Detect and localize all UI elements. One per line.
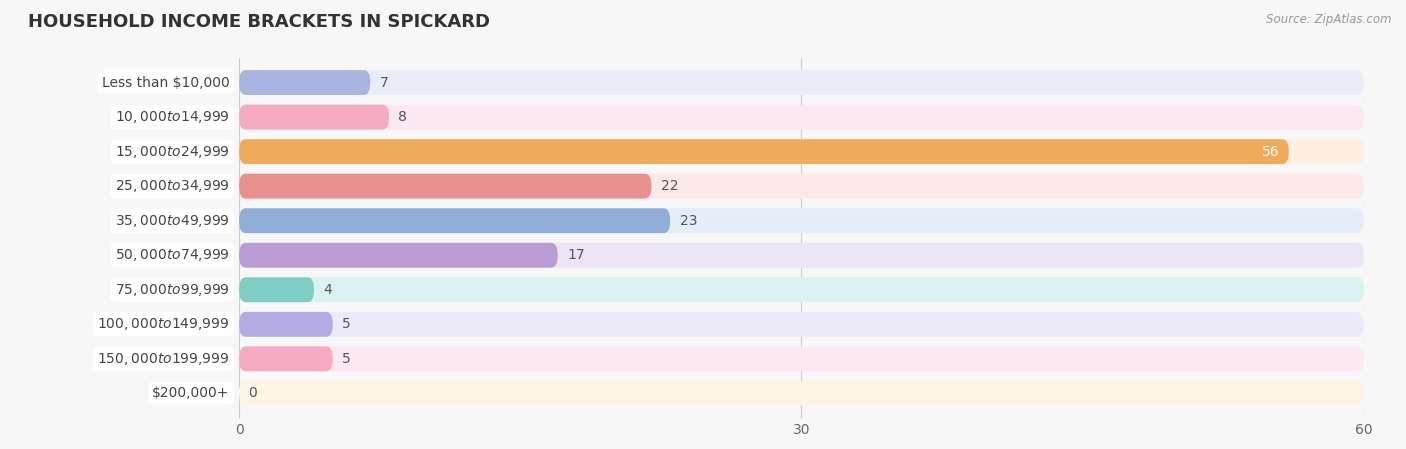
FancyBboxPatch shape — [239, 312, 1364, 337]
Text: 5: 5 — [342, 317, 352, 331]
Text: $200,000+: $200,000+ — [152, 387, 229, 401]
Text: $50,000 to $74,999: $50,000 to $74,999 — [115, 247, 229, 263]
FancyBboxPatch shape — [239, 277, 1364, 302]
FancyBboxPatch shape — [239, 381, 1364, 406]
FancyBboxPatch shape — [239, 139, 1364, 164]
Text: 22: 22 — [661, 179, 678, 193]
FancyBboxPatch shape — [239, 243, 1364, 268]
FancyBboxPatch shape — [239, 105, 1364, 129]
Text: 0: 0 — [249, 387, 257, 401]
FancyBboxPatch shape — [239, 208, 1364, 233]
Text: 56: 56 — [1261, 145, 1279, 158]
FancyBboxPatch shape — [239, 70, 1364, 95]
FancyBboxPatch shape — [239, 243, 558, 268]
FancyBboxPatch shape — [239, 312, 333, 337]
FancyBboxPatch shape — [239, 347, 333, 371]
FancyBboxPatch shape — [239, 277, 314, 302]
Text: Source: ZipAtlas.com: Source: ZipAtlas.com — [1267, 13, 1392, 26]
Text: $100,000 to $149,999: $100,000 to $149,999 — [97, 316, 229, 332]
Text: 5: 5 — [342, 352, 352, 366]
FancyBboxPatch shape — [239, 105, 389, 129]
Text: Less than $10,000: Less than $10,000 — [101, 75, 229, 89]
Text: 7: 7 — [380, 75, 388, 89]
Text: $10,000 to $14,999: $10,000 to $14,999 — [115, 109, 229, 125]
Text: $25,000 to $34,999: $25,000 to $34,999 — [115, 178, 229, 194]
Text: 17: 17 — [567, 248, 585, 262]
Text: 8: 8 — [398, 110, 408, 124]
FancyBboxPatch shape — [239, 174, 1364, 198]
FancyBboxPatch shape — [239, 174, 651, 198]
Text: $15,000 to $24,999: $15,000 to $24,999 — [115, 144, 229, 160]
FancyBboxPatch shape — [239, 347, 1364, 371]
Text: $150,000 to $199,999: $150,000 to $199,999 — [97, 351, 229, 367]
FancyBboxPatch shape — [239, 70, 370, 95]
FancyBboxPatch shape — [239, 139, 1289, 164]
Text: $75,000 to $99,999: $75,000 to $99,999 — [115, 282, 229, 298]
FancyBboxPatch shape — [239, 208, 671, 233]
Text: HOUSEHOLD INCOME BRACKETS IN SPICKARD: HOUSEHOLD INCOME BRACKETS IN SPICKARD — [28, 13, 491, 31]
Text: 4: 4 — [323, 283, 332, 297]
Text: 23: 23 — [679, 214, 697, 228]
Text: $35,000 to $49,999: $35,000 to $49,999 — [115, 213, 229, 229]
